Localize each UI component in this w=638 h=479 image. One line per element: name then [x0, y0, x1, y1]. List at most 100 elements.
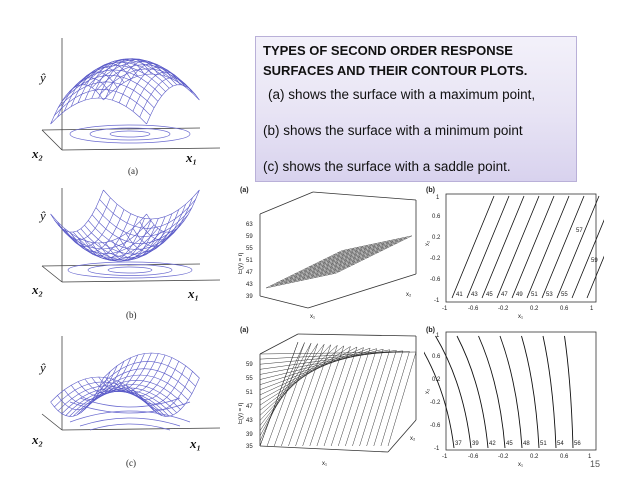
plane-mesh-line: [308, 251, 379, 268]
contour-label: 41: [456, 292, 463, 298]
plane-mesh-line: [259, 341, 299, 447]
plane-top-label-a: (a): [240, 187, 249, 194]
plane-top-z-tick-0: 63: [246, 222, 253, 228]
plane-bottom-z-tick-3: 47: [246, 404, 253, 410]
contour-label: 45: [506, 441, 513, 447]
surface-saddle-y-label: ŷ: [40, 360, 46, 375]
contour-line: [481, 195, 525, 299]
plane-top-x-tick-1: -0.6: [468, 306, 479, 312]
plane-top-y-tick-2: 0.2: [432, 235, 441, 241]
contour-line: [542, 335, 557, 449]
plane-bottom-z-ticks: 59 55 51 47 43 39 35: [246, 362, 253, 450]
plane-top-y-ticks: 1 0.6 0.2 -0.2 -0.6 -1: [430, 195, 441, 304]
plane-mesh-line: [380, 351, 410, 447]
plane-mesh-line: [327, 242, 398, 258]
plane-mesh-line: [259, 343, 318, 431]
mesh-line: [95, 207, 193, 237]
mesh-line: [112, 354, 166, 394]
plane-bottom-y-ticks: 1 0.6 0.2 -0.2 -0.6 -1: [430, 333, 441, 452]
plane-mesh-line: [359, 349, 390, 447]
surface-saddle-mesh: [50, 352, 200, 417]
surface-saddle-x2-label: x₂: [32, 432, 44, 447]
plane-bottom-x-tick-2: -0.2: [498, 454, 509, 460]
plane-mesh-line: [259, 346, 351, 406]
plane-bottom-contour-lines: [424, 335, 574, 449]
mesh-line: [65, 230, 162, 261]
mesh-line: [99, 360, 196, 387]
plane-mesh-line: [313, 249, 384, 265]
plane-top-contour-labels: 41 43 45 47 49 51 53 55 57 59: [456, 228, 598, 298]
contour-line: [478, 335, 506, 449]
surface-maximum-mesh: [50, 58, 200, 125]
plane-top-y-tick-4: -0.6: [430, 277, 441, 283]
note-line-c: (c) shows the surface with a saddle poin…: [263, 159, 511, 174]
contour-label: 37: [455, 441, 462, 447]
plane-bottom-label-a: (a): [240, 327, 249, 334]
plane-bottom-z-tick-4: 43: [246, 418, 253, 424]
note-line-a: (a) shows the surface with a maximum poi…: [268, 87, 536, 102]
plane-top-y-tick-5: -1: [434, 298, 440, 304]
plane-mesh-line: [259, 349, 384, 380]
mesh-line: [57, 224, 155, 255]
plane-bottom-contour-frame: [445, 331, 597, 451]
surface-maximum-x1-label: x₁: [186, 150, 198, 165]
mesh-line: [69, 231, 166, 262]
surface-minimum-x2-label: x₂: [32, 282, 44, 297]
contour-line: [521, 335, 540, 449]
plane-bottom-y-tick-4: -0.6: [430, 423, 441, 429]
plane-bottom-contour-x2: x₂: [425, 388, 431, 394]
contour-line: [556, 195, 600, 299]
mesh-line: [103, 189, 200, 220]
plane-top-x-ticks: -1 -0.6 -0.2 0.2 0.6 1: [442, 306, 594, 312]
contour-label: 59: [591, 258, 598, 264]
plane-bottom-x1-axis: x₁: [322, 461, 327, 467]
mesh-line: [95, 368, 193, 394]
mesh-line: [72, 390, 170, 417]
mesh-line: [57, 81, 155, 109]
mesh-line: [50, 97, 147, 125]
contour-label: 56: [574, 441, 581, 447]
plane-top-x-tick-3: 0.2: [530, 306, 539, 312]
plane-top-y-tick-1: 0.6: [432, 214, 441, 220]
note-line-b: (b) shows the surface with a minimum poi…: [263, 123, 523, 138]
mesh-line: [91, 61, 189, 88]
plane-mesh-line: [303, 254, 375, 270]
plane-bottom-x-tick-5: 1: [588, 454, 592, 460]
surface-saddle-axes: [41, 336, 221, 431]
plane-mesh-line: [366, 350, 397, 447]
mesh-line: [76, 59, 174, 87]
contour-label: 55: [561, 292, 568, 298]
plane-bottom-label-b: (b): [426, 327, 435, 334]
plane-mesh-line: [352, 349, 384, 447]
plane-surface-top-contours: (b) 41 43 45 47 49 51 53 55 57 59 1 0.6 0.2 -0.2 …: [425, 187, 604, 320]
surface-saddle-caption: (c): [126, 458, 136, 468]
mesh-line: [95, 64, 193, 91]
plane-top-x2-axis: x₂: [406, 292, 412, 298]
plane-surface-top-3d: 63 59 55 51 47 43 39 (a) E(y) = η x₁ x₂: [238, 187, 417, 320]
plane-mesh-line: [259, 348, 377, 385]
plane-top-mesh: [265, 235, 413, 289]
plane-bottom-x-ticks: -1 -0.6 -0.2 0.2 0.6 1: [442, 454, 592, 460]
plane-mesh-line: [341, 235, 413, 251]
mesh-line: [88, 220, 185, 250]
plane-top-box: [259, 191, 417, 309]
contour-label: 48: [523, 441, 530, 447]
plane-top-z-axis: E(y) = η: [238, 253, 244, 274]
mesh-line: [99, 199, 196, 229]
plane-mesh-line: [309, 345, 345, 447]
plane-top-x-tick-2: -0.2: [498, 306, 509, 312]
contour-line: [511, 195, 555, 299]
plane-top-z-tick-6: 39: [246, 294, 253, 300]
plane-bottom-z-tick-2: 51: [246, 390, 253, 396]
mesh-line: [61, 228, 159, 258]
contour-label: 53: [546, 292, 553, 298]
surface-minimum-contours: [67, 261, 193, 279]
plane-mesh-line: [270, 270, 341, 286]
contour-line: [424, 351, 455, 449]
plane-top-contour-frame: [445, 193, 597, 303]
mesh-line: [69, 65, 166, 92]
note-box: TYPES OF SECOND ORDER RESPONSE SURFACES …: [255, 36, 577, 182]
plane-bottom-z-tick-5: 39: [246, 432, 253, 438]
surface-saddle-figure: [41, 336, 221, 431]
plane-bottom-y-tick-1: 0.6: [432, 354, 441, 360]
